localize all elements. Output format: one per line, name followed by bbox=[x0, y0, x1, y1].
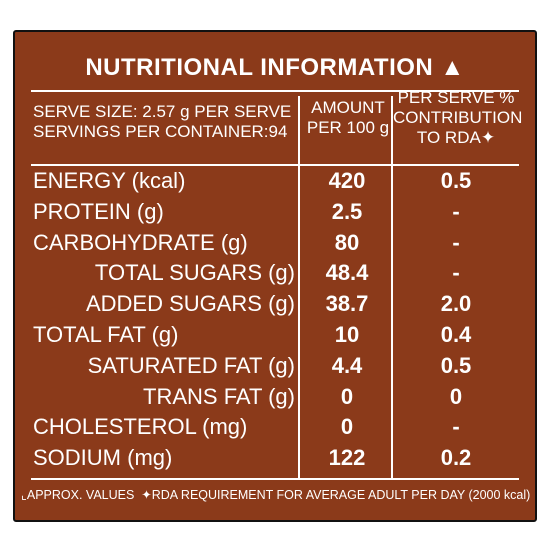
amount-header: AMOUNT PER 100 g bbox=[301, 98, 395, 138]
rda-percent: 0 bbox=[449, 383, 463, 409]
rda-line: PER SERVE % bbox=[397, 88, 515, 107]
rda-percent: - bbox=[452, 229, 460, 255]
rda-line: CONTRIBUTION bbox=[393, 108, 523, 127]
nutrition-panel: NUTRITIONAL INFORMATION ▲ SERVE SIZE: 2.… bbox=[13, 30, 537, 522]
nutrient-label: TOTAL SUGARS (g) bbox=[94, 260, 295, 286]
rda-percent: 0.2 bbox=[440, 445, 472, 471]
rda-percent: 0.4 bbox=[440, 322, 472, 347]
footnote: ⌞APPROX. VALUES bbox=[21, 488, 135, 502]
serve-info: SERVE SIZE: 2.57 g PER SERVE SERVINGS PE… bbox=[33, 102, 291, 142]
amount-per-100g: 4.4 bbox=[331, 352, 363, 378]
rda-line: TO RDA✦ bbox=[416, 128, 496, 147]
rda-header: PER SERVE % CONTRIBUTION TO RDA✦ bbox=[393, 88, 523, 148]
nutrient-label: SATURATED FAT (g) bbox=[87, 352, 295, 378]
nutrient-label: SODIUM (mg) bbox=[33, 445, 173, 471]
column-rule bbox=[391, 96, 393, 480]
rda-percent: - bbox=[452, 260, 460, 286]
nutrient-label: PROTEIN (g) bbox=[33, 198, 164, 224]
serve-size: SERVE SIZE: 2.57 g PER SERVE bbox=[33, 102, 292, 121]
title: NUTRITIONAL INFORMATION ▲ bbox=[85, 54, 465, 81]
nutrient-label: CHOLESTEROL (mg) bbox=[33, 414, 248, 440]
nutrient-label: TOTAL FAT (g) bbox=[33, 322, 179, 347]
amount-per-100g: 420 bbox=[328, 168, 366, 193]
amount-per-100g: 38.7 bbox=[325, 291, 369, 317]
amount-per-100g: 122 bbox=[328, 445, 366, 471]
amount-line: AMOUNT bbox=[311, 98, 385, 117]
nutrient-label: CARBOHYDRATE (g) bbox=[33, 229, 248, 255]
column-rule bbox=[298, 96, 300, 480]
rda-percent: - bbox=[452, 198, 460, 224]
rule bbox=[31, 478, 519, 480]
nutrient-label: ADDED SUGARS (g) bbox=[85, 291, 295, 317]
amount-per-100g: 10 bbox=[334, 322, 360, 347]
amount-line: PER 100 g bbox=[306, 118, 390, 137]
rule bbox=[31, 164, 519, 166]
rda-percent: - bbox=[452, 414, 460, 440]
amount-per-100g: 0 bbox=[340, 383, 354, 409]
footnote: ✦RDA REQUIREMENT FOR AVERAGE ADULT PER D… bbox=[141, 488, 531, 502]
amount-per-100g: 48.4 bbox=[325, 260, 369, 286]
rda-percent: 0.5 bbox=[440, 168, 472, 193]
rda-percent: 0.5 bbox=[440, 352, 472, 378]
amount-per-100g: 80 bbox=[334, 229, 360, 255]
rule bbox=[31, 90, 519, 92]
amount-per-100g: 0 bbox=[340, 414, 354, 440]
rda-percent: 2.0 bbox=[440, 291, 472, 317]
footer: ⌞APPROX. VALUES ✦RDA REQUIREMENT FOR AVE… bbox=[21, 487, 530, 502]
amount-per-100g: 2.5 bbox=[331, 198, 363, 224]
nutrient-label: ENERGY (kcal) bbox=[33, 168, 186, 193]
nutrient-label: TRANS FAT (g) bbox=[143, 383, 295, 409]
servings: SERVINGS PER CONTAINER:94 bbox=[33, 122, 288, 141]
